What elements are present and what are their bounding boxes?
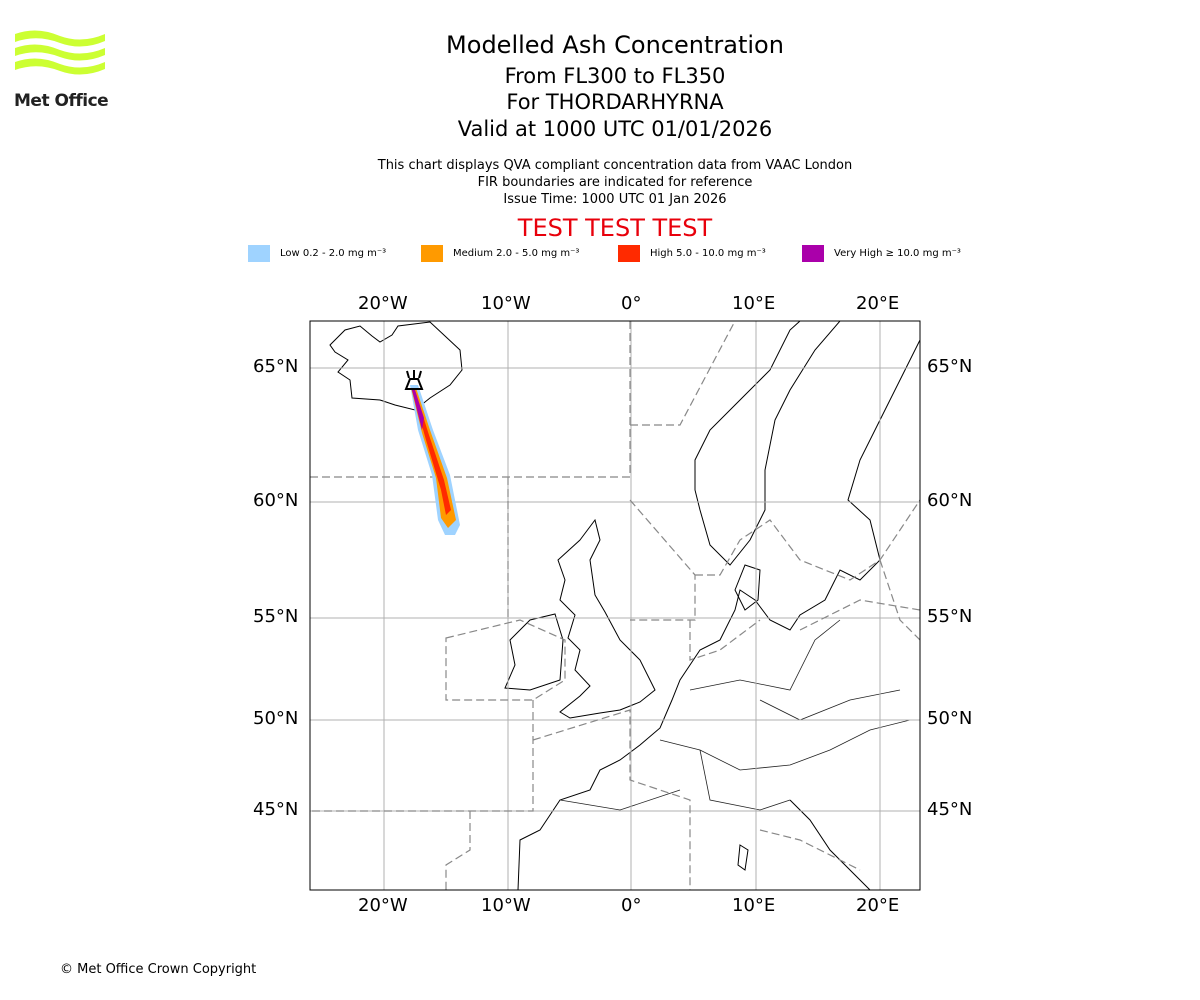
lon-tick-top: 10°E	[732, 293, 776, 314]
legend-swatch	[421, 245, 443, 262]
lon-tick-top: 0°	[621, 293, 642, 314]
lon-tick-bottom: 20°E	[856, 895, 900, 916]
lat-tick-right: 65°N	[927, 356, 973, 377]
ash-plume	[410, 385, 460, 535]
copyright: © Met Office Crown Copyright	[60, 962, 257, 977]
lon-tick-bottom: 10°W	[481, 895, 531, 916]
iceland-coast	[329, 321, 463, 411]
legend-high: High 5.0 - 10.0 mg m⁻³	[618, 245, 766, 262]
volcano-name: For THORDARHYRNA	[506, 90, 724, 114]
great-britain-coast	[557, 518, 656, 719]
test-banner: TEST TEST TEST	[517, 214, 713, 242]
lon-tick-bottom: 10°E	[732, 895, 776, 916]
map-frame	[309, 320, 921, 891]
lat-tick-right: 45°N	[927, 799, 973, 820]
legend-label: Medium 2.0 - 5.0 mg m⁻³	[453, 248, 580, 259]
lat-tick-left: 50°N	[253, 708, 299, 729]
denmark-coast	[734, 564, 761, 611]
lon-tick-top: 20°E	[856, 293, 900, 314]
flight-levels: From FL300 to FL350	[504, 64, 726, 88]
legend-medium: Medium 2.0 - 5.0 mg m⁻³	[421, 245, 579, 262]
corsica-coast	[737, 844, 749, 871]
lat-tick-left: 60°N	[253, 490, 299, 511]
legend-swatch	[248, 245, 270, 262]
legend-swatch	[802, 245, 824, 262]
italy-coast	[789, 799, 871, 890]
legend-very-high: Very High ≥ 10.0 mg m⁻³	[802, 245, 961, 262]
norway-coast	[694, 321, 841, 566]
note-qva: This chart displays QVA compliant concen…	[377, 158, 853, 173]
country-borders	[559, 619, 911, 811]
lat-tick-left: 65°N	[253, 356, 299, 377]
logo-text: Met Office	[14, 91, 109, 111]
lon-tick-top: 20°W	[358, 293, 408, 314]
legend-swatch	[618, 245, 640, 262]
chart-title: Modelled Ash Concentration	[446, 31, 784, 59]
legend-label: Low 0.2 - 2.0 mg m⁻³	[280, 248, 387, 259]
lat-tick-left: 45°N	[253, 799, 299, 820]
lat-tick-right: 50°N	[927, 708, 973, 729]
legend-label: Very High ≥ 10.0 mg m⁻³	[834, 248, 961, 259]
lon-tick-top: 10°W	[481, 293, 531, 314]
valid-time: Valid at 1000 UTC 01/01/2026	[457, 117, 773, 141]
lon-tick-bottom: 20°W	[358, 895, 408, 916]
ash-very-high	[412, 390, 424, 430]
ireland-coast	[504, 613, 564, 691]
issue-time: Issue Time: 1000 UTC 01 Jan 2026	[503, 192, 727, 207]
volcano-icon	[404, 370, 424, 390]
lat-tick-right: 55°N	[927, 606, 973, 627]
lat-tick-left: 55°N	[253, 606, 299, 627]
continent-coast	[517, 339, 920, 890]
fir-boundaries	[310, 321, 920, 890]
legend-label: High 5.0 - 10.0 mg m⁻³	[650, 248, 766, 259]
lon-tick-bottom: 0°	[621, 895, 642, 916]
lat-tick-right: 60°N	[927, 490, 973, 511]
legend-low: Low 0.2 - 2.0 mg m⁻³	[248, 245, 386, 262]
met-office-logo	[12, 30, 108, 94]
note-fir: FIR boundaries are indicated for referen…	[477, 175, 753, 190]
